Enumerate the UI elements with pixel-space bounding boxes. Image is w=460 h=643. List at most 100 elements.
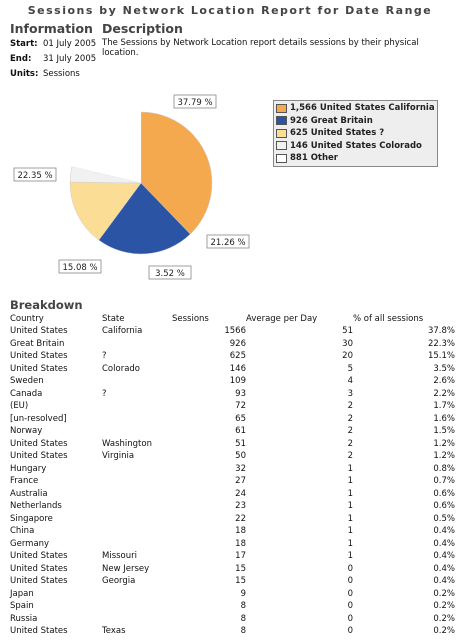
table-row: Norway 61 2 1.5% (10, 425, 455, 438)
state-cell (102, 588, 172, 601)
average-cell: 5 (347, 363, 353, 374)
average-cell: 2 (347, 426, 353, 437)
table-row: United States Georgia 15 0 0.4% (10, 575, 455, 588)
sessions-cell: 17 (235, 551, 246, 562)
start-label: Start: (10, 39, 38, 49)
pie-label: 15.08 % (58, 259, 102, 274)
percent-cell: 0.4% (433, 538, 455, 549)
legend-item: 1,566 United States California (276, 102, 435, 115)
sessions-cell: 9 (240, 588, 246, 599)
sessions-cell: 18 (235, 526, 246, 537)
sessions-cell: 22 (235, 513, 246, 524)
sessions-cell: 926 (229, 338, 246, 349)
sessions-cell: 72 (235, 401, 246, 412)
sessions-cell: 625 (229, 351, 246, 362)
units-label: Units: (10, 69, 39, 79)
legend-item: 146 United States Colorado (276, 140, 435, 153)
table-row: Germany 18 1 0.4% (10, 538, 455, 551)
average-cell: 0 (347, 563, 353, 574)
table-row: United States Texas 8 0 0.2% (10, 625, 455, 638)
table-row: United States Missouri 17 1 0.4% (10, 550, 455, 563)
state-cell (102, 538, 172, 551)
percent-cell: 3.5% (433, 363, 455, 374)
sessions-cell: 23 (235, 501, 246, 512)
percent-cell: 0.7% (433, 476, 455, 487)
state-cell (102, 600, 172, 613)
percent-cell: 0.2% (433, 588, 455, 599)
table-row: United States Colorado 146 5 3.5% (10, 363, 455, 376)
country-cell: (EU) (10, 401, 29, 412)
country-cell: Hungary (10, 463, 47, 474)
table-row: China 18 1 0.4% (10, 525, 455, 538)
country-cell: Japan (10, 588, 34, 599)
percent-cell: 1.2% (433, 451, 455, 462)
legend-item: 926 Great Britain (276, 115, 435, 128)
percent-cell: 1.5% (433, 426, 455, 437)
sessions-cell: 65 (235, 413, 246, 424)
pie-label-text: 21.26 % (210, 238, 245, 248)
state-cell (102, 425, 172, 438)
average-cell: 2 (347, 438, 353, 449)
table-row: (EU) 72 2 1.7% (10, 400, 455, 413)
chart-legend: 1,566 United States California 926 Great … (273, 100, 438, 167)
breakdown-table: Country State Sessions Average per Day %… (10, 313, 455, 638)
sessions-cell: 146 (229, 363, 246, 374)
legend-swatch (276, 153, 287, 163)
end-row: End: 31 July 2005 (10, 54, 96, 64)
country-cell: Australia (10, 488, 48, 499)
pie-label: 21.26 % (206, 234, 250, 249)
country-cell: Germany (10, 538, 50, 549)
sessions-cell: 51 (235, 438, 246, 449)
country-cell: France (10, 476, 39, 487)
state-cell (102, 413, 172, 426)
description-heading: Description (102, 21, 183, 36)
state-cell: Colorado (102, 363, 140, 374)
country-cell: Great Britain (10, 338, 65, 349)
table-row: France 27 1 0.7% (10, 475, 455, 488)
state-cell (102, 500, 172, 513)
table-row: Canada? 93 3 2.2% (10, 388, 455, 401)
column-header-state: State (102, 314, 125, 324)
start-row: Start: 01 July 2005 (10, 39, 96, 49)
legend-swatch (276, 116, 287, 126)
average-cell: 1 (347, 526, 353, 537)
table-row: Japan 9 0 0.2% (10, 588, 455, 601)
state-cell: Missouri (102, 551, 137, 562)
state-cell (102, 488, 172, 501)
pie-slice (71, 112, 141, 183)
average-cell: 1 (347, 513, 353, 524)
pie-slice (69, 166, 142, 184)
country-cell: United States (10, 551, 68, 562)
pie-slice (140, 111, 213, 235)
state-cell (102, 463, 172, 476)
country-cell: Norway (10, 426, 43, 437)
legend-item: 881 Other (276, 152, 435, 165)
percent-cell: 0.2% (433, 601, 455, 612)
percent-cell: 0.8% (433, 463, 455, 474)
table-row: Hungary 32 1 0.8% (10, 463, 455, 476)
state-cell (102, 525, 172, 538)
end-label: End: (10, 54, 32, 64)
state-cell: ? (102, 388, 107, 399)
country-cell: United States (10, 363, 68, 374)
country-cell: United States (10, 626, 68, 637)
average-cell: 1 (347, 476, 353, 487)
country-cell: Sweden (10, 376, 44, 387)
average-cell: 0 (347, 613, 353, 624)
table-row: United States Virginia 50 2 1.2% (10, 450, 455, 463)
breakdown-title: Breakdown (10, 298, 83, 312)
percent-cell: 0.4% (433, 563, 455, 574)
average-cell: 30 (342, 338, 353, 349)
sessions-cell: 24 (235, 488, 246, 499)
sessions-cell: 109 (229, 376, 246, 387)
pie-label: 3.52 % (148, 265, 192, 280)
column-header-sessions: Sessions (172, 314, 209, 324)
percent-cell: 1.6% (433, 413, 455, 424)
sessions-cell: 15 (235, 563, 246, 574)
percent-cell: 0.4% (433, 551, 455, 562)
state-cell (102, 513, 172, 526)
start-value: 01 July 2005 (43, 39, 97, 49)
legend-swatch (276, 128, 287, 138)
legend-label: 881 Other (290, 153, 338, 164)
country-cell: United States (10, 563, 68, 574)
